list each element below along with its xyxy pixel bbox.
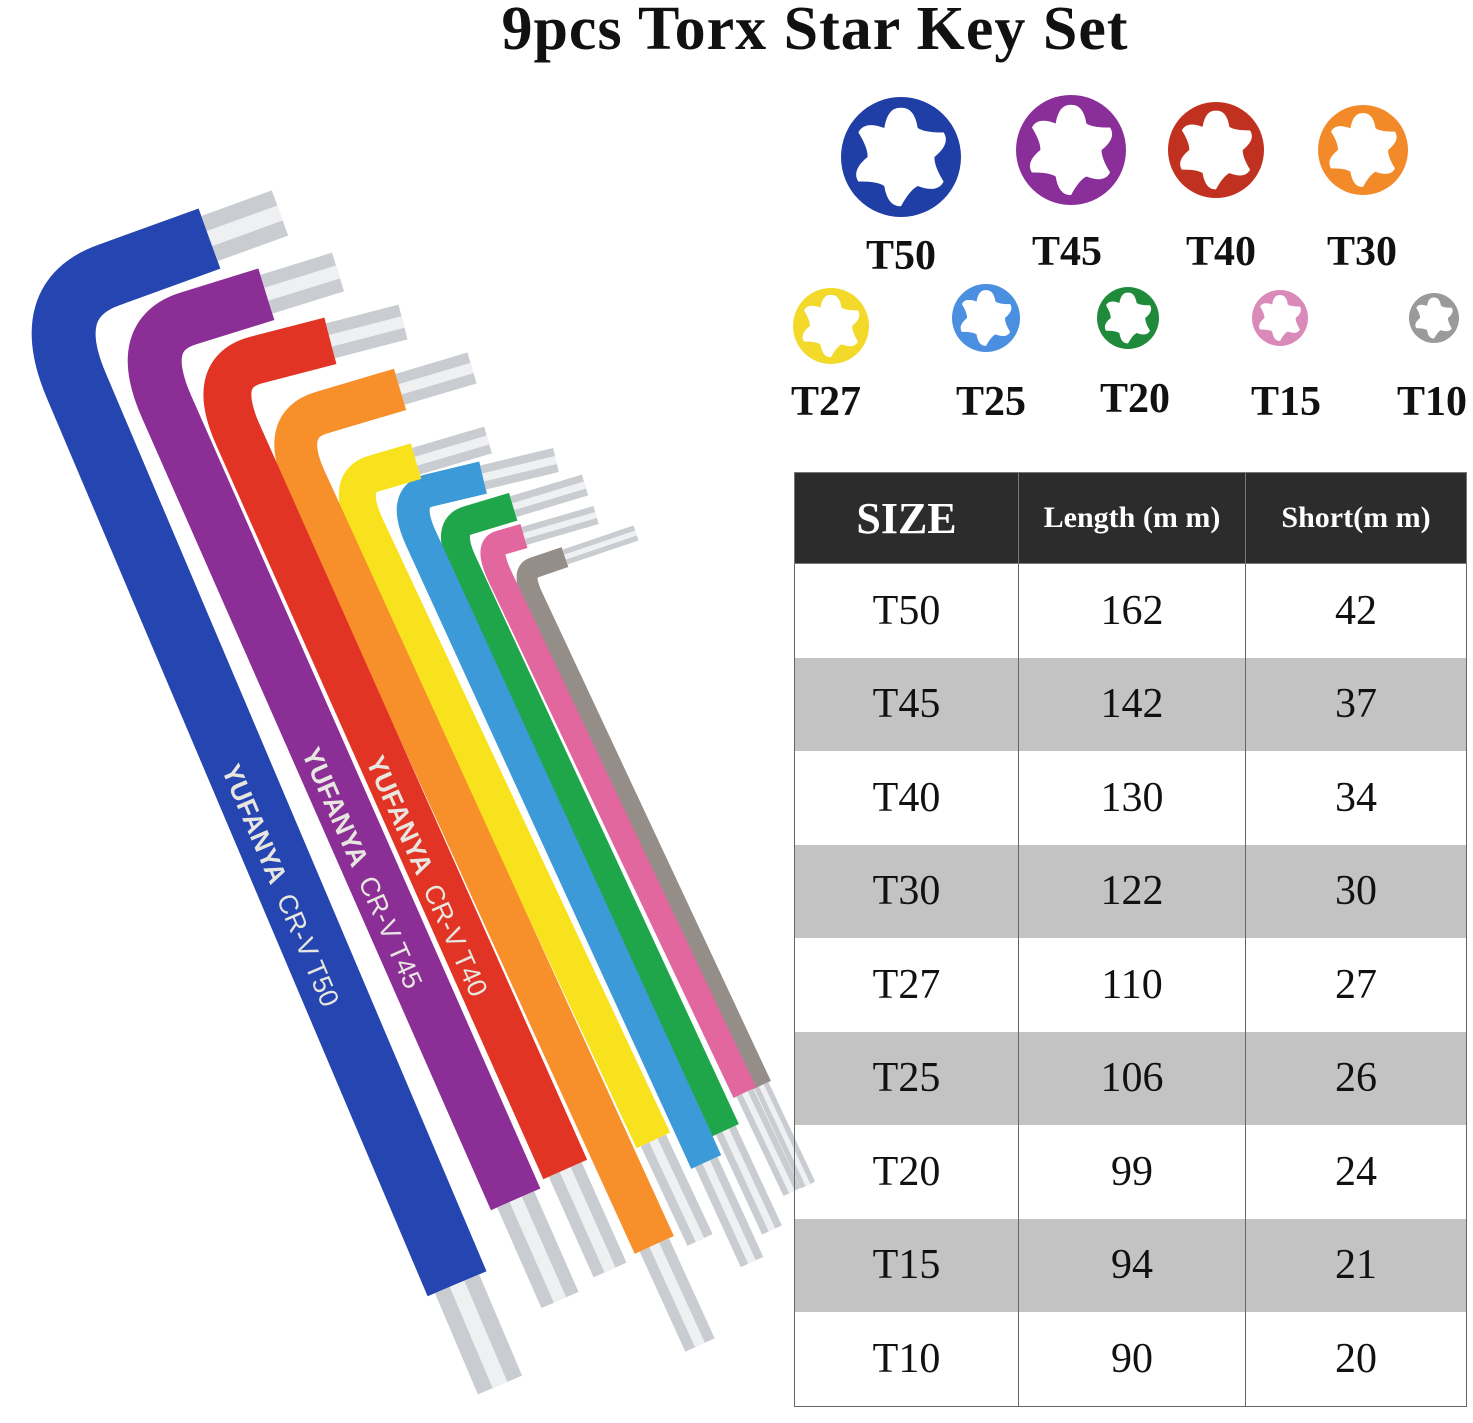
key-body	[480, 523, 757, 1098]
cell-length: 94	[1018, 1218, 1246, 1312]
table-row: T25 106 26	[794, 1031, 1467, 1125]
key-long-tip-highlight	[649, 1138, 705, 1242]
key-body	[338, 443, 671, 1149]
cell-length: 162	[1018, 563, 1246, 658]
cell-size: T40	[794, 751, 1019, 845]
cell-short: 21	[1245, 1218, 1467, 1312]
key-body	[274, 368, 674, 1254]
table-row: T10 90 20	[794, 1312, 1467, 1407]
cell-length: 130	[1018, 751, 1246, 845]
torx-icon-t20	[1097, 287, 1159, 349]
torx-icon-t25	[952, 284, 1020, 352]
cell-size: T10	[794, 1312, 1019, 1407]
key-short-tip-highlight	[206, 205, 283, 247]
cell-short: 27	[1245, 938, 1467, 1032]
size-table: SIZE Length (m m) Short(m m) T50 162 42 T45…	[794, 472, 1467, 1407]
cell-size: T15	[794, 1218, 1019, 1312]
key-body	[396, 461, 722, 1169]
torx-label: T50	[865, 233, 937, 279]
key-body	[203, 317, 588, 1180]
key-long-tip-highlight	[449, 1280, 508, 1389]
torx-icon-t10	[1409, 293, 1459, 343]
key-body	[516, 547, 771, 1090]
cell-short: 26	[1245, 1031, 1467, 1125]
cell-length: 90	[1018, 1312, 1246, 1407]
table-row: T30 122 30	[794, 844, 1467, 938]
torx-key	[338, 426, 713, 1246]
key-short-tip-highlight	[328, 316, 405, 347]
cell-length: 99	[1018, 1125, 1246, 1219]
cell-short: 20	[1245, 1312, 1467, 1407]
table-row: T20 99 24	[794, 1125, 1467, 1219]
table-row: T50 162 42	[794, 563, 1467, 658]
cell-size: T50	[794, 563, 1019, 658]
key-long-tip-highlight	[649, 1242, 705, 1348]
torx-key	[516, 525, 816, 1189]
cell-length: 106	[1018, 1031, 1246, 1125]
torx-label: T27	[790, 379, 862, 425]
torx-icon-t27	[793, 288, 869, 364]
torx-icon-t50	[841, 97, 961, 217]
cell-short: 24	[1245, 1125, 1467, 1219]
torx-icon-t15	[1252, 290, 1308, 346]
header-length: Length (m m)	[1018, 472, 1246, 564]
torx-label: T15	[1250, 379, 1322, 425]
torx-label: T30	[1326, 229, 1398, 275]
key-short-tip-highlight	[512, 481, 587, 511]
key-short-tip-highlight	[564, 530, 637, 560]
cell-length: 122	[1018, 844, 1246, 938]
cell-short: 30	[1245, 844, 1467, 938]
cell-size: T25	[794, 1031, 1019, 1125]
torx-key	[274, 352, 715, 1352]
header-size: SIZE	[794, 472, 1019, 564]
torx-key	[441, 474, 782, 1235]
table-row: T45 142 37	[794, 657, 1467, 751]
torx-label: T25	[955, 379, 1027, 425]
cell-size: T30	[794, 844, 1019, 938]
cell-short: 37	[1245, 657, 1467, 751]
key-short-tip-highlight	[264, 265, 341, 301]
table-header-row: SIZE Length (m m) Short(m m)	[794, 472, 1467, 564]
torx-label: T10	[1396, 379, 1468, 425]
header-short: Short(m m)	[1245, 472, 1467, 564]
cell-size: T45	[794, 657, 1019, 751]
torx-label: T45	[1031, 229, 1103, 275]
key-short-tip-highlight	[523, 511, 597, 539]
key-body	[441, 492, 739, 1137]
key-long-tip-highlight	[702, 1160, 756, 1264]
cell-length: 110	[1018, 938, 1246, 1032]
key-long-tip-highlight	[722, 1128, 776, 1232]
table-row: T15 94 21	[794, 1218, 1467, 1312]
torx-icon-t30	[1318, 105, 1408, 195]
key-body	[31, 208, 487, 1297]
cell-size: T27	[794, 938, 1019, 1032]
torx-icon-t40	[1168, 102, 1264, 198]
cell-short: 42	[1245, 563, 1467, 658]
cell-size: T20	[794, 1125, 1019, 1219]
torx-icons	[793, 95, 1459, 364]
key-body	[127, 268, 541, 1211]
page-title: 9pcs Torx Star Key Set	[501, 0, 1129, 63]
key-long-tip-highlight	[742, 1091, 795, 1194]
torx-key	[396, 447, 764, 1268]
torx-label: T40	[1185, 229, 1257, 275]
key-short-tip-highlight	[398, 362, 474, 395]
key-short-tip-highlight	[414, 435, 490, 466]
table-row: T27 110 27	[794, 938, 1467, 1032]
torx-key: YUFANYACR-V T50	[31, 190, 523, 1395]
key-short-tip-highlight	[482, 455, 557, 482]
key-long-tip-highlight	[559, 1167, 616, 1273]
key-long-tip-highlight	[509, 1196, 567, 1303]
torx-key	[480, 505, 801, 1197]
cell-length: 142	[1018, 657, 1246, 751]
torx-icon-t45	[1016, 95, 1126, 205]
table-row: T40 130 34	[794, 751, 1467, 845]
torx-label: T20	[1099, 376, 1171, 422]
cell-short: 34	[1245, 751, 1467, 845]
